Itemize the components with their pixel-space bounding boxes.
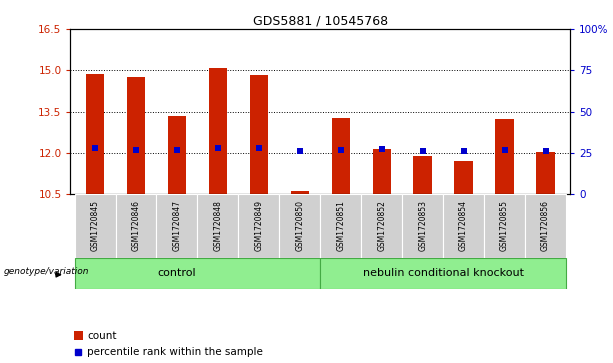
Bar xyxy=(75,258,320,289)
Text: GSM1720848: GSM1720848 xyxy=(213,200,223,252)
Bar xyxy=(495,118,514,194)
Bar xyxy=(291,191,309,194)
Text: GSM1720853: GSM1720853 xyxy=(418,200,427,252)
Text: GSM1720847: GSM1720847 xyxy=(172,200,181,252)
Title: GDS5881 / 10545768: GDS5881 / 10545768 xyxy=(253,15,388,28)
Bar xyxy=(320,194,361,258)
Bar xyxy=(115,194,156,258)
Text: GSM1720854: GSM1720854 xyxy=(459,200,468,252)
Bar xyxy=(75,194,115,258)
Bar xyxy=(238,194,280,258)
Bar xyxy=(484,194,525,258)
Bar xyxy=(249,75,268,194)
Bar xyxy=(127,77,145,194)
Bar xyxy=(454,160,473,194)
Text: count: count xyxy=(88,331,117,340)
Text: control: control xyxy=(158,268,196,278)
Bar xyxy=(320,258,566,289)
Text: genotype/variation: genotype/variation xyxy=(4,267,89,276)
Bar xyxy=(86,74,104,194)
Text: GSM1720856: GSM1720856 xyxy=(541,200,550,252)
Bar xyxy=(413,156,432,194)
Bar xyxy=(402,194,443,258)
Text: GSM1720852: GSM1720852 xyxy=(377,200,386,252)
Bar xyxy=(197,194,238,258)
Bar xyxy=(280,194,320,258)
Text: GSM1720849: GSM1720849 xyxy=(254,200,264,252)
Bar xyxy=(361,194,402,258)
Bar xyxy=(156,194,197,258)
Text: GSM1720851: GSM1720851 xyxy=(337,200,345,252)
Bar xyxy=(332,118,350,194)
Text: GSM1720845: GSM1720845 xyxy=(91,200,99,252)
Bar xyxy=(373,149,391,194)
Text: GSM1720846: GSM1720846 xyxy=(132,200,140,252)
Bar xyxy=(443,194,484,258)
Bar xyxy=(74,331,83,340)
Bar xyxy=(536,152,555,194)
Text: GSM1720850: GSM1720850 xyxy=(295,200,304,252)
Bar xyxy=(208,68,227,194)
Text: GSM1720855: GSM1720855 xyxy=(500,200,509,252)
Bar xyxy=(525,194,566,258)
Text: nebulin conditional knockout: nebulin conditional knockout xyxy=(363,268,524,278)
Bar xyxy=(168,116,186,194)
Text: percentile rank within the sample: percentile rank within the sample xyxy=(88,347,263,357)
